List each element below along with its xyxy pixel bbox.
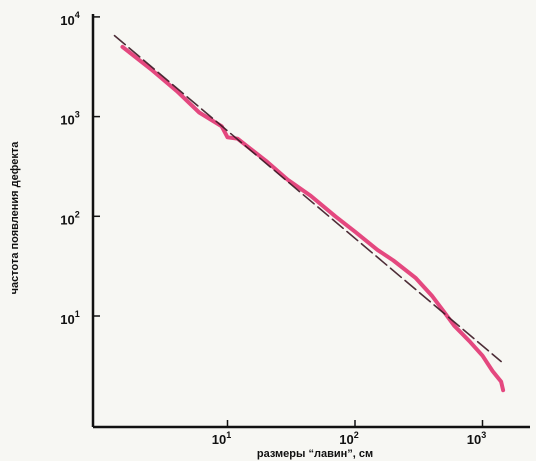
y-tick-label: 102: [60, 209, 79, 227]
x-tick-label: 103: [467, 430, 486, 447]
y-tick-exponent: 2: [75, 209, 80, 219]
y-tick-label: 104: [60, 10, 79, 28]
x-tick-exponent: 2: [354, 430, 359, 440]
y-tick-label: 103: [60, 110, 79, 128]
y-tick-exponent: 3: [75, 110, 80, 120]
y-tick-exponent: 1: [75, 309, 80, 319]
fit-line-dashed: [113, 34, 502, 363]
y-axis-label: частота появления дефекта: [9, 141, 21, 295]
x-tick-exponent: 1: [226, 430, 231, 440]
plot-area: [113, 34, 506, 393]
y-tick-exponent: 4: [75, 10, 80, 20]
y-tick-label: 101: [60, 309, 79, 327]
x-tick-exponent: 3: [481, 430, 486, 440]
data-curve: [120, 44, 506, 393]
x-tick-label: 102: [339, 430, 358, 447]
x-ticks: 101 102 103: [212, 420, 486, 447]
x-axis-label: размеры “лавин”, см: [257, 448, 373, 460]
x-tick-label: 101: [212, 430, 231, 447]
